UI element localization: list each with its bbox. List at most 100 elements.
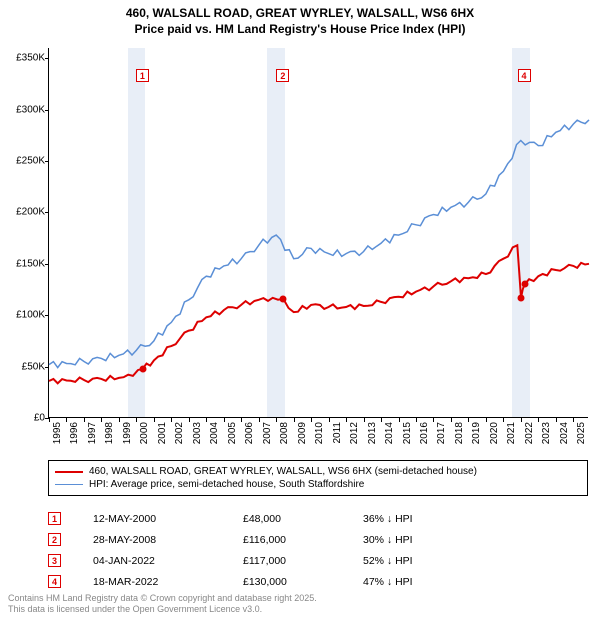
x-tick-mark — [206, 418, 207, 422]
y-tick-mark — [45, 110, 49, 111]
sales-price: £116,000 — [243, 534, 363, 546]
x-tick-label: 2020 — [489, 422, 500, 444]
x-tick-mark — [224, 418, 225, 422]
x-tick-label: 2003 — [192, 422, 203, 444]
y-tick-label: £250K — [1, 156, 45, 167]
x-tick-mark — [136, 418, 137, 422]
x-tick-label: 2006 — [244, 422, 255, 444]
sales-row: 304-JAN-2022£117,00052% ↓ HPI — [48, 550, 588, 571]
sales-marker: 2 — [48, 533, 61, 546]
x-tick-label: 2014 — [384, 422, 395, 444]
x-tick-mark — [49, 418, 50, 422]
sale-dot — [139, 365, 146, 372]
x-tick-label: 2024 — [559, 422, 570, 444]
legend-label: 460, WALSALL ROAD, GREAT WYRLEY, WALSALL… — [89, 466, 477, 477]
x-tick-label: 2007 — [262, 422, 273, 444]
sales-delta: 52% ↓ HPI — [363, 555, 483, 567]
x-tick-mark — [538, 418, 539, 422]
x-tick-label: 2025 — [576, 422, 587, 444]
x-tick-label: 2022 — [524, 422, 535, 444]
x-tick-label: 2001 — [157, 422, 168, 444]
x-tick-mark — [241, 418, 242, 422]
x-tick-mark — [486, 418, 487, 422]
x-tick-label: 2018 — [454, 422, 465, 444]
x-tick-mark — [451, 418, 452, 422]
x-tick-label: 2002 — [174, 422, 185, 444]
legend-row: 460, WALSALL ROAD, GREAT WYRLEY, WALSALL… — [55, 465, 581, 478]
x-tick-mark — [119, 418, 120, 422]
sales-price: £48,000 — [243, 513, 363, 525]
y-tick-label: £350K — [1, 53, 45, 64]
x-tick-mark — [521, 418, 522, 422]
x-tick-mark — [171, 418, 172, 422]
sales-delta: 47% ↓ HPI — [363, 576, 483, 588]
chart-container: 460, WALSALL ROAD, GREAT WYRLEY, WALSALL… — [0, 0, 600, 620]
x-tick-mark — [556, 418, 557, 422]
x-tick-mark — [276, 418, 277, 422]
x-tick-mark — [84, 418, 85, 422]
x-tick-mark — [503, 418, 504, 422]
footer: Contains HM Land Registry data © Crown c… — [8, 593, 317, 616]
x-tick-label: 2010 — [314, 422, 325, 444]
x-tick-label: 2009 — [297, 422, 308, 444]
x-tick-mark — [294, 418, 295, 422]
sales-table: 112-MAY-2000£48,00036% ↓ HPI 2 28-MAY-2008… — [48, 508, 588, 592]
title-line-2: Price paid vs. HM Land Registry's House … — [0, 22, 600, 38]
footer-line-2: This data is licensed under the Open Gov… — [8, 604, 317, 616]
y-tick-label: £100K — [1, 310, 45, 321]
sales-row: 228-MAY-2008£116,00030% ↓ HPI — [48, 529, 588, 550]
y-tick-mark — [45, 367, 49, 368]
x-tick-mark — [399, 418, 400, 422]
x-tick-label: 1998 — [104, 422, 115, 444]
y-tick-mark — [45, 161, 49, 162]
x-tick-label: 2005 — [227, 422, 238, 444]
y-tick-mark — [45, 264, 49, 265]
x-tick-label: 2011 — [332, 422, 343, 444]
y-tick-mark — [45, 212, 49, 213]
x-tick-mark — [573, 418, 574, 422]
x-tick-mark — [364, 418, 365, 422]
sale-dot — [521, 281, 528, 288]
sales-date: 04-JAN-2022 — [93, 555, 243, 567]
y-tick-label: £150K — [1, 258, 45, 269]
x-tick-label: 1996 — [69, 422, 80, 444]
chart-plot-area: £0£50K£100K£150K£200K£250K£300K£350K1995… — [48, 48, 588, 418]
legend-row: HPI: Average price, semi-detached house,… — [55, 478, 581, 491]
legend-label: HPI: Average price, semi-detached house,… — [89, 479, 364, 490]
x-tick-label: 2008 — [279, 422, 290, 444]
legend-swatch — [55, 484, 83, 486]
x-tick-label: 2016 — [419, 422, 430, 444]
x-tick-mark — [416, 418, 417, 422]
y-tick-mark — [45, 315, 49, 316]
sales-marker: 4 — [48, 575, 61, 588]
sales-date: 12-MAY-2000 — [93, 513, 243, 525]
chart-marker: 4 — [518, 69, 531, 82]
title-line-1: 460, WALSALL ROAD, GREAT WYRLEY, WALSALL… — [0, 6, 600, 22]
x-tick-label: 2021 — [506, 422, 517, 444]
sales-price: £117,000 — [243, 555, 363, 567]
y-tick-label: £50K — [1, 361, 45, 372]
legend: 460, WALSALL ROAD, GREAT WYRLEY, WALSALL… — [48, 460, 588, 496]
legend-swatch — [55, 471, 83, 473]
chart-marker: 2 — [276, 69, 289, 82]
x-tick-mark — [433, 418, 434, 422]
sale-dot — [518, 294, 525, 301]
x-tick-label: 2023 — [541, 422, 552, 444]
x-tick-label: 2015 — [402, 422, 413, 444]
x-tick-label: 1995 — [52, 422, 63, 444]
x-tick-label: 2017 — [436, 422, 447, 444]
sales-date: 18-MAR-2022 — [93, 576, 243, 588]
x-tick-label: 2004 — [209, 422, 220, 444]
x-tick-label: 2013 — [367, 422, 378, 444]
x-tick-mark — [311, 418, 312, 422]
footer-line-1: Contains HM Land Registry data © Crown c… — [8, 593, 317, 605]
x-tick-mark — [101, 418, 102, 422]
sales-date: 28-MAY-2008 — [93, 534, 243, 546]
x-tick-label: 1997 — [87, 422, 98, 444]
y-tick-label: £0 — [1, 413, 45, 424]
sale-dot — [280, 295, 287, 302]
x-tick-mark — [259, 418, 260, 422]
sales-row: 112-MAY-2000£48,00036% ↓ HPI — [48, 508, 588, 529]
x-tick-mark — [468, 418, 469, 422]
x-tick-mark — [346, 418, 347, 422]
